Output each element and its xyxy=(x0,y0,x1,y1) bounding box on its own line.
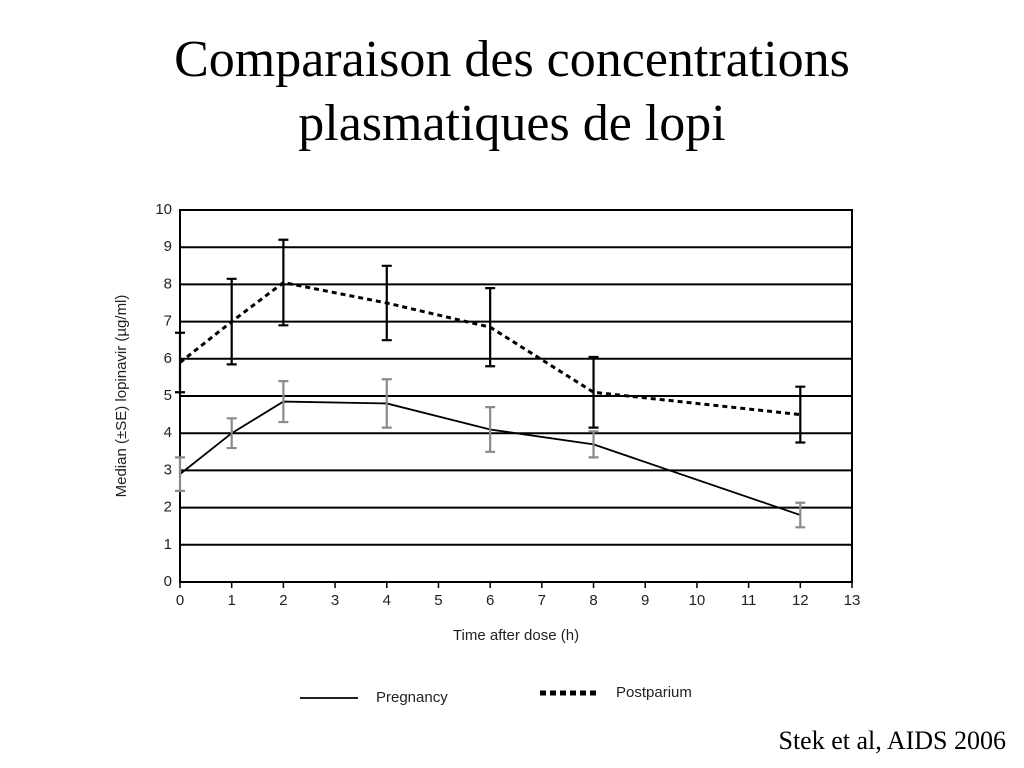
x-tick-label: 6 xyxy=(486,592,494,609)
y-tick-label: 9 xyxy=(164,238,172,255)
x-tick-label: 13 xyxy=(844,592,861,609)
citation: Stek et al, AIDS 2006 xyxy=(778,726,1007,755)
legend-label: Postparium xyxy=(616,684,692,701)
y-tick-label: 0 xyxy=(164,573,172,590)
x-tick-label: 8 xyxy=(589,592,597,609)
error-bar xyxy=(795,385,806,444)
x-tick-label: 7 xyxy=(538,592,546,609)
error-bar xyxy=(226,417,237,450)
error-bar xyxy=(795,501,806,529)
error-bar xyxy=(175,331,185,394)
y-tick-label: 3 xyxy=(164,461,172,478)
error-bar xyxy=(588,430,599,459)
x-tick-label: 4 xyxy=(383,592,391,609)
error-bar xyxy=(175,456,185,492)
slide-title: Comparaison des concentrations plasmatiq… xyxy=(174,31,850,152)
error-bar xyxy=(278,238,289,327)
x-tick-label: 5 xyxy=(434,592,442,609)
error-bar xyxy=(278,380,289,424)
error-bar xyxy=(226,277,237,366)
x-tick-label: 3 xyxy=(331,592,339,609)
error-bar xyxy=(485,287,496,368)
x-tick-label: 0 xyxy=(176,592,184,609)
y-tick-label: 7 xyxy=(164,313,172,330)
error-bar xyxy=(381,378,392,429)
x-tick-label: 12 xyxy=(792,592,809,609)
y-tick-label: 4 xyxy=(164,424,172,441)
legend-label: Pregnancy xyxy=(376,689,448,706)
y-tick-label: 2 xyxy=(164,499,172,516)
x-tick-label: 9 xyxy=(641,592,649,609)
y-tick-label: 6 xyxy=(164,350,172,367)
x-tick-label: 1 xyxy=(228,592,236,609)
error-bar xyxy=(485,406,496,453)
x-axis-label: Time after dose (h) xyxy=(453,627,579,644)
x-tick-label: 2 xyxy=(279,592,287,609)
y-axis-label: Median (±SE) lopinavir (µg/ml) xyxy=(113,295,130,498)
error-bar xyxy=(381,264,392,342)
y-tick-label: 10 xyxy=(155,201,172,218)
x-tick-label: 11 xyxy=(741,592,757,609)
y-tick-label: 1 xyxy=(164,536,172,553)
y-tick-label: 8 xyxy=(164,275,172,292)
y-tick-label: 5 xyxy=(164,387,172,404)
x-tick-label: 10 xyxy=(689,592,706,609)
error-bar xyxy=(588,355,599,429)
plot-frame xyxy=(179,209,853,583)
